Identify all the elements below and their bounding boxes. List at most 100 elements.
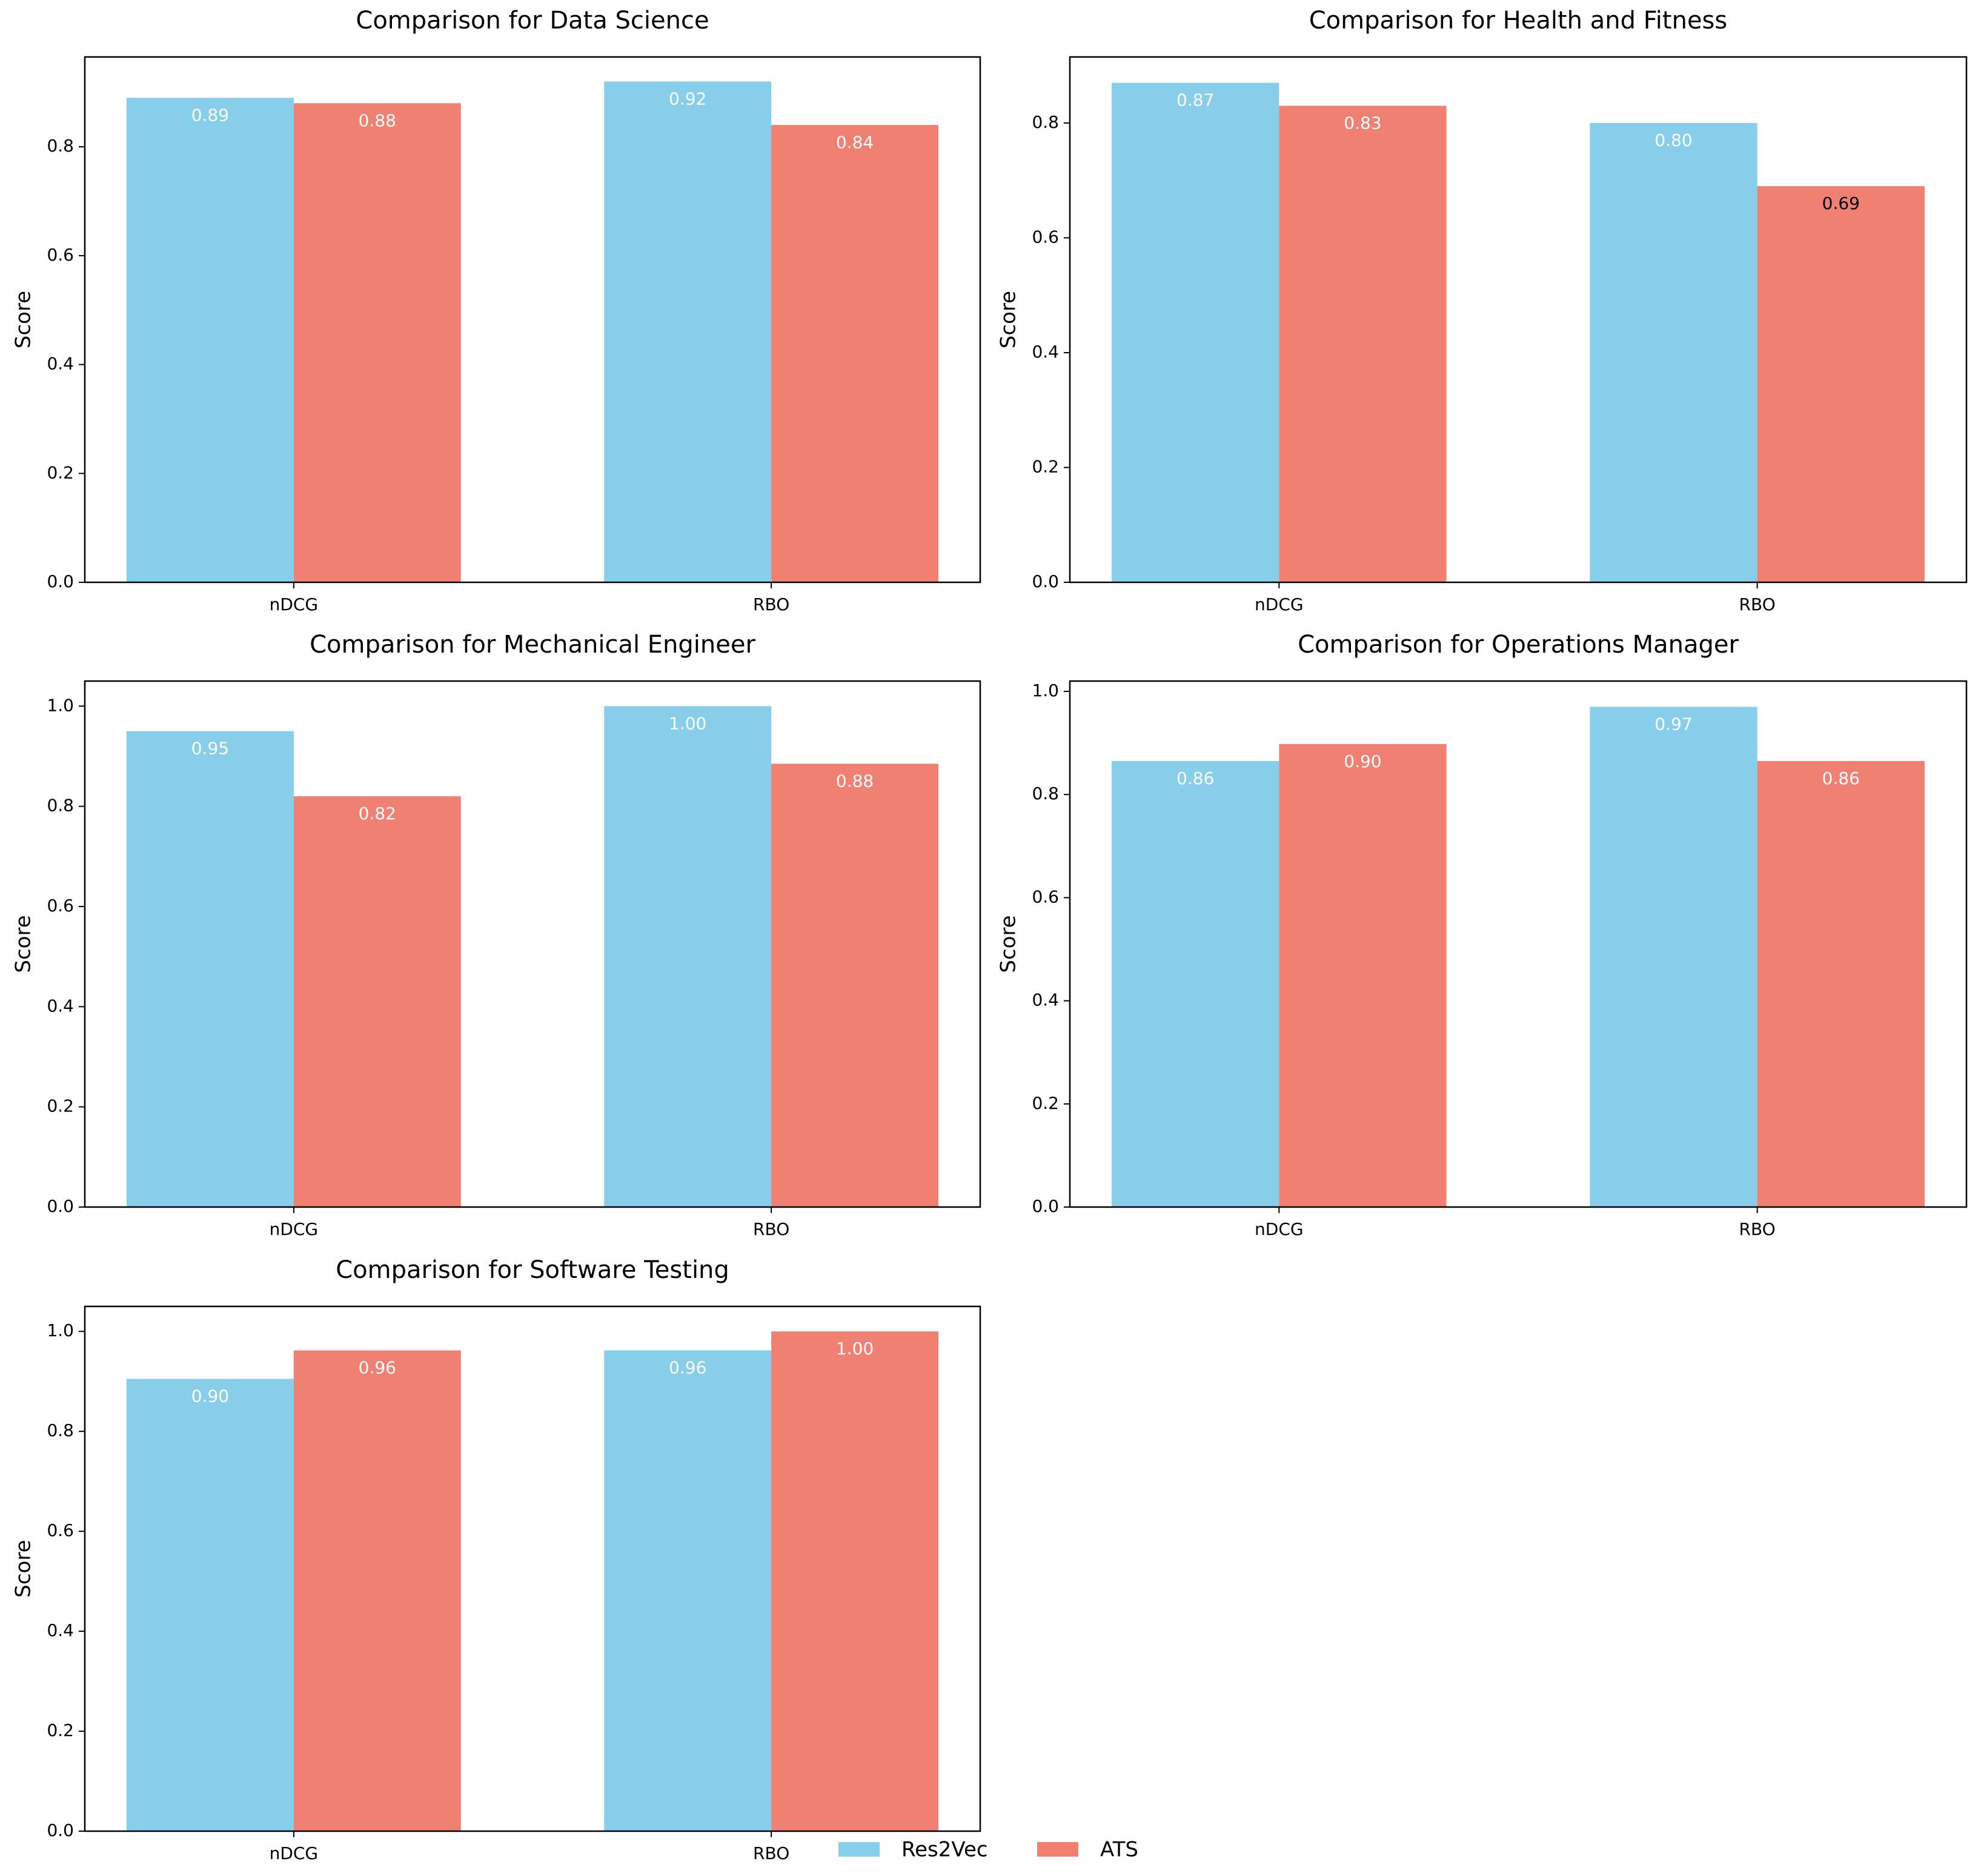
bar-res2vec-ndcg (1112, 760, 1279, 1207)
subplot-1: 0.89 0.92 0.88 0.84 0.0 0.2 0.4 0.6 0.8 nDCG RBO Sc… (12, 7, 981, 614)
y-tick-label: 0.2 (1032, 456, 1059, 476)
chart-title: Comparison for Data Science (356, 7, 709, 35)
subplot-3: 0.95 1.00 0.82 0.88 0.0 0.2 0.4 0.6 0.8 1.0 nDCG RB… (12, 631, 981, 1239)
y-tick-label: 0.2 (1032, 1093, 1059, 1113)
y-tick-label: 0.2 (47, 462, 74, 482)
bar-ats-ndcg (293, 103, 461, 583)
value-label: 0.90 (191, 1386, 229, 1406)
y-tick-label: 0.8 (47, 796, 74, 816)
y-tick-label: 1.0 (1032, 680, 1059, 700)
y-tick-label: 0.2 (47, 1096, 74, 1116)
bar-ats-ndcg (1279, 105, 1447, 582)
x-tick-label: nDCG (270, 1843, 319, 1863)
value-label: 0.82 (359, 803, 396, 823)
y-tick-label: 0.0 (47, 571, 74, 591)
chart-title: Comparison for Operations Manager (1298, 631, 1739, 659)
x-tick-label: RBO (753, 594, 789, 614)
bar-ats-ndcg (1279, 743, 1447, 1207)
y-tick-label: 0.8 (1032, 112, 1059, 132)
bar-ats-rbo (771, 125, 939, 583)
bar-ats-ndcg (293, 1350, 461, 1831)
value-label: 0.69 (1822, 193, 1860, 213)
y-tick-label: 0.2 (47, 1720, 74, 1740)
y-tick-label: 0.0 (1032, 1196, 1059, 1216)
chart-title: Comparison for Health and Fitness (1309, 7, 1728, 35)
bar-res2vec-rbo (1590, 707, 1757, 1207)
bar-res2vec-ndcg (126, 98, 294, 582)
bar-ats-rbo (771, 763, 939, 1207)
legend: Res2Vec ATS (838, 1838, 1138, 1862)
chart-title: Comparison for Mechanical Engineer (310, 631, 755, 659)
y-tick-label: 0.0 (47, 1196, 74, 1216)
x-tick-label: RBO (1739, 1219, 1776, 1239)
value-label: 0.97 (1654, 714, 1692, 734)
value-label: 0.90 (1344, 751, 1381, 771)
y-tick-label: 0.8 (47, 136, 74, 156)
x-tick-label: nDCG (270, 594, 319, 614)
y-axis-label: Score (12, 915, 36, 973)
x-tick-label: RBO (1739, 594, 1776, 614)
bar-res2vec-rbo (604, 81, 772, 582)
x-tick-label: nDCG (1255, 594, 1304, 614)
subplot-2: 0.87 0.80 0.83 0.69 0.0 0.2 0.4 0.6 0.8 nDCG RBO Sc… (997, 7, 1968, 614)
value-label: 1.00 (669, 713, 706, 733)
legend-label-ats: ATS (1100, 1838, 1138, 1862)
y-tick-label: 0.6 (47, 245, 74, 265)
y-tick-label: 0.0 (1032, 571, 1059, 591)
y-axis-label: Score (997, 291, 1021, 348)
y-tick-label: 1.0 (47, 1320, 74, 1340)
bar-res2vec-rbo (604, 1350, 772, 1831)
y-tick-label: 0.4 (47, 354, 74, 374)
value-label: 0.88 (836, 771, 874, 791)
y-axis-label: Score (997, 915, 1021, 973)
y-tick-label: 0.8 (1032, 783, 1059, 803)
y-tick-label: 0.4 (47, 1620, 74, 1640)
x-tick-label: RBO (753, 1843, 789, 1863)
chart-title: Comparison for Software Testing (336, 1256, 729, 1284)
bar-ats-rbo (771, 1331, 939, 1831)
value-label: 0.86 (1822, 768, 1860, 788)
bar-res2vec-ndcg (126, 731, 294, 1207)
value-label: 0.96 (669, 1358, 706, 1378)
y-axis-label: Score (12, 1540, 36, 1597)
subplot-5: 0.90 0.96 0.96 1.00 0.0 0.2 0.4 0.6 0.8 1.0 nDCG RB… (12, 1256, 981, 1863)
x-tick-label: nDCG (270, 1219, 319, 1239)
value-label: 0.89 (191, 105, 229, 125)
value-label: 0.83 (1344, 113, 1381, 133)
legend-swatch-ats (1037, 1842, 1078, 1857)
value-label: 1.00 (836, 1339, 874, 1359)
value-label: 0.96 (359, 1358, 396, 1378)
y-tick-label: 0.4 (1032, 990, 1059, 1010)
y-tick-label: 0.4 (47, 996, 74, 1016)
bar-ats-rbo (1757, 186, 1925, 582)
axes-frame (1069, 56, 1968, 584)
axes-frame (1069, 680, 1968, 1208)
bar-res2vec-ndcg (1112, 82, 1279, 582)
y-tick-label: 0.6 (47, 1520, 74, 1540)
bar-ats-rbo (1757, 760, 1925, 1207)
axes-frame (84, 56, 981, 584)
value-label: 0.87 (1176, 90, 1214, 110)
value-label: 0.92 (669, 88, 706, 108)
value-label: 0.86 (1176, 768, 1214, 788)
axes-frame (84, 1305, 981, 1832)
y-tick-label: 1.0 (47, 695, 74, 715)
legend-label-res2vec: Res2Vec (901, 1838, 988, 1862)
bar-res2vec-rbo (1590, 122, 1757, 582)
value-label: 0.80 (1654, 130, 1692, 150)
y-tick-label: 0.6 (1032, 886, 1059, 906)
bar-ats-ndcg (293, 796, 461, 1207)
x-tick-label: RBO (753, 1219, 789, 1239)
subplot-4: 0.86 0.97 0.90 0.86 0.0 0.2 0.4 0.6 0.8 1.0 nDCG RB… (997, 631, 1968, 1239)
bar-res2vec-rbo (604, 706, 772, 1207)
value-label: 0.88 (359, 110, 396, 130)
axes-frame (84, 680, 981, 1208)
y-tick-label: 0.0 (47, 1820, 74, 1840)
y-tick-label: 0.6 (1032, 227, 1059, 247)
bar-res2vec-ndcg (126, 1379, 294, 1831)
y-tick-label: 0.8 (47, 1420, 74, 1440)
value-label: 0.95 (191, 739, 229, 759)
value-label: 0.84 (836, 132, 874, 152)
